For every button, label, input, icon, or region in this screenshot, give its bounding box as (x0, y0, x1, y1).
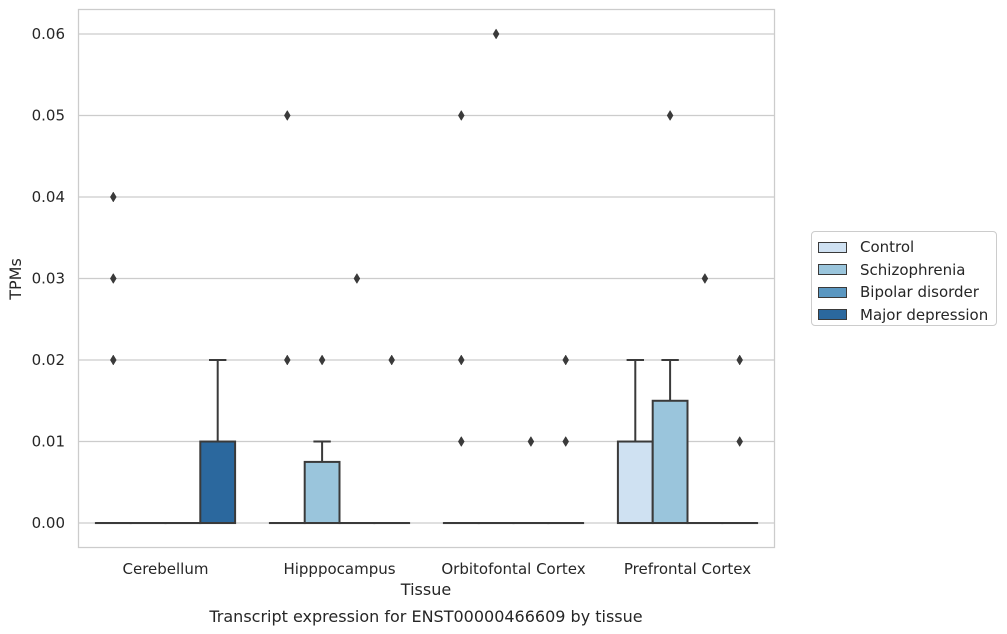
y-tick-label: 0.04 (32, 188, 65, 206)
x-axis-label: Tissue (400, 580, 451, 599)
y-tick-label: 0.05 (32, 106, 65, 124)
y-tick-label: 0.01 (32, 433, 65, 451)
legend-swatch-major-depression (818, 309, 847, 321)
box-series (94, 28, 759, 525)
outlier-point (110, 354, 117, 366)
outlier-point (492, 28, 500, 40)
outlier-point (318, 354, 326, 366)
outlier-point (736, 436, 743, 448)
x-tick-label: Cerebellum (123, 560, 209, 578)
outlier-point (458, 109, 465, 121)
y-axis-label: TPMs (6, 258, 25, 301)
outlier-point (284, 109, 291, 121)
legend-swatch-control (818, 241, 847, 253)
y-tick-label: 0.06 (32, 25, 65, 43)
x-tick-label: Hipppocampus (283, 560, 395, 578)
y-tick-labels: 0.00 0.01 0.02 0.03 0.04 0.05 0.06 (32, 25, 65, 532)
legend-swatch-bipolar-disorder (818, 286, 847, 298)
legend-item-major-depression: Major depression (818, 304, 996, 327)
legend-label: Control (860, 238, 915, 257)
legend-item-control: Control (818, 236, 996, 259)
chart-title: Transcript expression for ENST0000046660… (208, 607, 642, 626)
y-tick-label: 0.00 (32, 514, 65, 532)
legend-swatch-schizophrenia (818, 264, 847, 276)
x-tick-label: Prefrontal Cortex (624, 560, 751, 578)
legend-label: Bipolar disorder (860, 283, 979, 302)
legend: Control Schizophrenia Bipolar disorder M… (811, 231, 997, 326)
outlier-point (458, 436, 465, 448)
outlier-point (110, 273, 117, 284)
outlier-point (666, 109, 674, 121)
grid-lines (78, 33, 775, 524)
legend-label: Schizophrenia (860, 260, 966, 279)
box (303, 460, 341, 525)
outlier-point (353, 273, 361, 284)
x-tick-label: Orbitofontal Cortex (441, 560, 585, 578)
outlier-point (527, 436, 535, 448)
legend-label: Major depression (860, 305, 989, 324)
outlier-point (736, 354, 743, 366)
outlier-point (562, 354, 569, 366)
outlier-point (458, 354, 465, 366)
y-tick-label: 0.03 (32, 270, 65, 288)
outlier-point (110, 191, 117, 203)
box (199, 440, 237, 525)
box (651, 399, 689, 525)
legend-item-bipolar-disorder: Bipolar disorder (818, 281, 996, 304)
outlier-point (284, 354, 291, 366)
y-tick-label: 0.02 (32, 351, 65, 369)
outlier-point (388, 354, 395, 366)
outlier-point (562, 436, 569, 448)
box (616, 440, 654, 525)
x-tick-labels: Cerebellum Hipppocampus Orbitofontal Corte… (123, 560, 752, 578)
legend-item-schizophrenia: Schizophrenia (818, 259, 996, 282)
plot-frame (77, 8, 776, 549)
outlier-point (701, 273, 709, 284)
